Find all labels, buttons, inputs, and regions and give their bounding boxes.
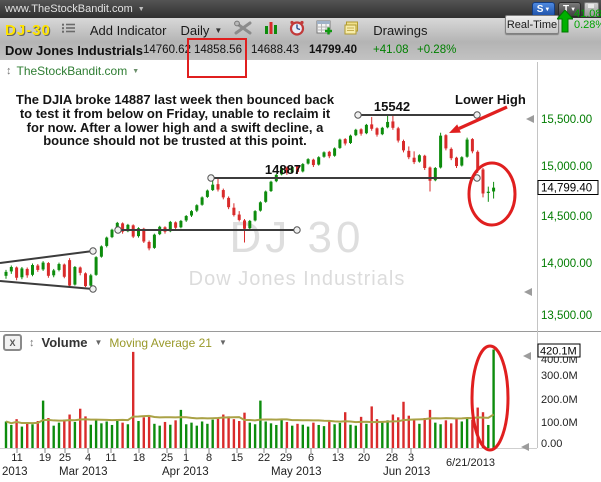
instrument-name: Dow Jones Industrials [5, 43, 143, 58]
pane-resize-icon[interactable]: ↕ [29, 336, 35, 349]
quote-high: 14858.56 [194, 44, 242, 56]
brand-link[interactable]: ↕ TheStockBandit.com ▼ [6, 64, 139, 78]
chevron-down-icon: ▼ [544, 6, 551, 13]
quote-change: +41.08 [373, 44, 409, 56]
quote-open: 14760.62 [143, 44, 191, 56]
volume-pane-header: X ↕ Volume ▼ Moving Average 21 ▼ [3, 334, 227, 351]
chevron-down-icon: ▼ [137, 5, 145, 13]
site-menu[interactable]: www.TheStockBandit.com ▼ [5, 3, 145, 15]
chevron-down-icon: ▼ [214, 25, 223, 35]
close-volume-button[interactable]: X [3, 334, 22, 351]
timeframe-dropdown[interactable]: Daily ▼ [180, 22, 223, 38]
realtime-button[interactable]: Real-Time [505, 15, 559, 34]
quote-change-pct: +0.28% [417, 44, 457, 56]
notes-icon[interactable] [344, 21, 359, 40]
calendar-add-icon[interactable] [316, 20, 333, 40]
site-label: www.TheStockBandit.com [5, 3, 133, 15]
chevron-down-icon: ▼ [570, 6, 577, 13]
chevron-down-icon[interactable]: ▼ [218, 338, 227, 347]
header-change: 41.08 0.28% [574, 8, 601, 31]
moving-average-label: Moving Average 21 [109, 335, 212, 350]
chart-toolbar: DJ-30 Add Indicator Daily ▼ Drawings [0, 18, 601, 42]
quote-last: 14799.40 [309, 44, 357, 56]
add-indicator-button[interactable]: Add Indicator [89, 22, 167, 38]
save-icon[interactable] [584, 2, 599, 17]
tools-icon[interactable] [233, 20, 253, 41]
alarm-clock-icon[interactable] [289, 20, 305, 41]
pane-resize-icon: ↕ [6, 65, 12, 77]
drawings-button[interactable]: Drawings [373, 22, 428, 38]
quote-bar: Dow Jones Industrials 14760.62 14858.56 … [0, 42, 601, 60]
up-arrow-icon [555, 9, 575, 38]
brand-link-label: TheStockBandit.com [16, 64, 128, 78]
chevron-down-icon[interactable]: ▼ [94, 338, 103, 347]
chevron-down-icon: ▼ [132, 67, 140, 75]
volume-pane-title: Volume [41, 335, 88, 350]
chart-annotation-text: The DJIA broke 14887 last week then boun… [15, 92, 335, 149]
quote-low: 14688.43 [251, 44, 299, 56]
indicator-list-icon[interactable] [61, 21, 76, 39]
chart-bars-icon[interactable] [264, 20, 278, 40]
title-bar: www.TheStockBandit.com ▼ S ▼ T ▼ [0, 0, 601, 18]
symbol-label: DJ-30 [5, 21, 51, 39]
